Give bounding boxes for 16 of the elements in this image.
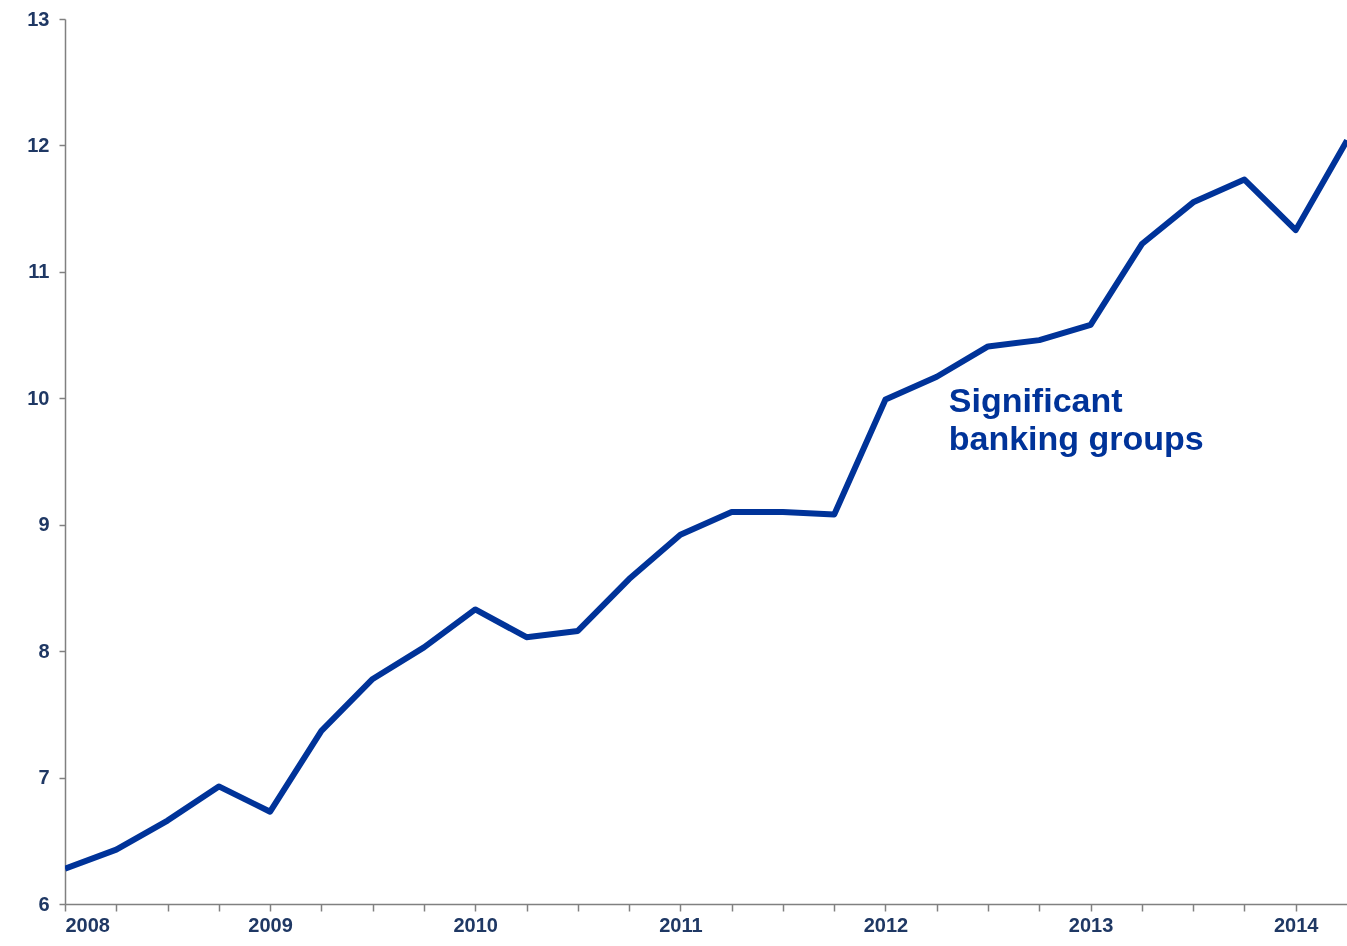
x-tick-label: 2010: [453, 913, 498, 936]
x-tick-label: 2008: [65, 913, 110, 936]
y-tick-label: 8: [38, 639, 50, 662]
x-tick-label: 2009: [248, 913, 293, 936]
y-tick-label: 9: [38, 513, 50, 536]
y-tick-label: 6: [38, 892, 50, 915]
x-tick-label: 2014: [1273, 913, 1320, 936]
y-tick-label: 7: [38, 766, 50, 789]
y-tick-label: 12: [27, 133, 50, 156]
x-tick-label: 2011: [659, 913, 703, 936]
x-tick-label: 2013: [1068, 913, 1114, 936]
series-label: Significant banking groups: [948, 380, 1204, 457]
y-tick-label: 10: [27, 386, 50, 409]
y-tick-label: 11: [28, 260, 50, 283]
y-tick-label: 13: [27, 7, 50, 30]
x-tick-label: 2012: [863, 913, 909, 936]
